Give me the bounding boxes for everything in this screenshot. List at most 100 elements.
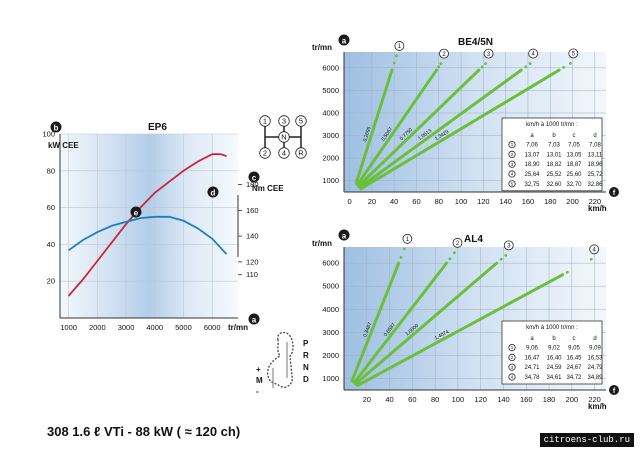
selector-manual-label: +	[256, 365, 261, 374]
be4-tick-labels: 0 20 40 60 80 100 120 140 160 180 200 2201000200030…	[322, 63, 601, 206]
be4-table-cell: 18,87	[566, 162, 582, 168]
be4-x-tick-label: 160	[522, 197, 535, 206]
be4-x-tick-label: 40	[390, 197, 398, 206]
ep6-plot-area	[60, 134, 238, 318]
al4-table-gear-badge: 4	[508, 373, 516, 381]
al4-table-header: km/h à 1000 tr/mn :	[526, 325, 578, 331]
al4-gear-badge: 1	[402, 233, 413, 244]
be4-table-col-header: b	[552, 133, 556, 139]
be4-table-cell: 13,01	[546, 152, 562, 158]
be4-table-col-header: a	[530, 133, 534, 139]
svg-text:e: e	[134, 209, 139, 218]
be4-gear-line-4	[358, 68, 523, 189]
ep6-right-tick-label: 110	[246, 270, 258, 279]
be4-table-gear-badge: 3	[508, 160, 516, 168]
be4-gear-badge: 2	[439, 48, 449, 59]
al4-y-axis-label: tr/mn	[312, 239, 332, 248]
al4-table-cell: 16,47	[524, 355, 540, 361]
be4-gear-line-1	[354, 68, 394, 185]
be4-title: BE4/5N	[458, 37, 493, 48]
al4-gear-dot	[565, 270, 569, 274]
be4-y-tick-label: 5000	[322, 86, 339, 95]
al4-title: AL4	[464, 234, 483, 245]
be4-gear-dot	[562, 65, 566, 69]
be4-table-cell: 7,08	[589, 143, 601, 149]
be4-gear-badge: 4	[528, 48, 539, 59]
svg-text:2: 2	[263, 149, 267, 158]
shift-position-3: 3	[278, 115, 290, 127]
ep6-chart: 1000 2000 3000 4000 5000 6000 20 40 60 80 100 110 12…	[42, 121, 284, 332]
be4-table-cell: 7,03	[548, 143, 560, 149]
be4-gear-line-3	[356, 68, 481, 188]
svg-text:1: 1	[263, 117, 267, 126]
al4-table-gear-badge: 3	[508, 363, 516, 371]
ep6-right-tick-label: 160	[246, 206, 259, 215]
be4-ratio-label: 0,2695	[362, 126, 372, 143]
al4-table-cell: 9,05	[568, 346, 580, 352]
al4-x-axis-label: km/h	[588, 402, 607, 411]
be4-x-tick-label: 220	[589, 197, 602, 206]
ep6-x-tick-label: 1000	[60, 323, 77, 332]
be4-y-tick-label: 3000	[322, 131, 339, 140]
svg-text:3: 3	[511, 162, 514, 167]
al4-table-cell: 24,59	[546, 365, 562, 371]
al4-gear-dot	[399, 256, 403, 259]
be4-table-cell: 32,70	[566, 182, 582, 188]
svg-text:2: 2	[511, 152, 514, 157]
be4-table-cell: 18,96	[587, 162, 603, 168]
svg-text:1: 1	[511, 345, 514, 350]
be4-x-tick-label: 100	[455, 197, 468, 206]
ep6-grid	[60, 133, 238, 318]
be4-gear-line-2	[355, 68, 439, 187]
be4-gear-badge: 1	[394, 41, 405, 51]
svg-text:1: 1	[406, 237, 410, 243]
selector-position-D: D	[303, 375, 309, 384]
svg-text:2: 2	[511, 355, 514, 360]
ep6-title: EP6	[148, 122, 167, 133]
be4-y-tick-label: 6000	[322, 63, 339, 72]
be4-x-tick-label: 140	[499, 197, 512, 206]
shift-position-4: 4	[278, 147, 290, 159]
ep6-right-axis-label: Nm CEE	[252, 184, 284, 193]
selector-gate-shape	[266, 331, 294, 388]
be4-gear-dot	[437, 65, 441, 69]
be4-table-cell: 18,82	[546, 162, 562, 168]
be4-table-cell: 13,07	[524, 152, 540, 158]
be4-table-cell: 7,05	[568, 143, 580, 149]
al4-ratio-label: 0,3467	[362, 322, 373, 339]
be4-x-tick-label: 80	[435, 197, 443, 206]
al4-chart: 20 40 60 80 100 120 140 160 180 200 220 1000 2000 300…	[312, 229, 619, 411]
al4-gear-dot	[504, 253, 508, 257]
ep6-x-tick-label: 2000	[89, 323, 106, 332]
al4-x-tick-label: 220	[588, 395, 601, 404]
selector-position-P: P	[303, 339, 309, 348]
be4-gear-line-5	[359, 68, 561, 191]
svg-text:4: 4	[532, 52, 536, 58]
svg-text:a: a	[342, 232, 347, 241]
svg-text:b: b	[54, 124, 59, 133]
svg-text:4: 4	[511, 375, 514, 380]
svg-text:1: 1	[511, 142, 514, 147]
svg-text:N: N	[281, 133, 286, 142]
al4-table-cell: 34,89	[587, 375, 603, 381]
be4-table-gear-badge: 4	[508, 170, 516, 178]
be4-x-tick-label: 120	[477, 197, 490, 206]
be4-x-tick-label: 200	[566, 197, 579, 206]
be4-x-end-marker: f	[609, 187, 619, 197]
ep6-torque-curve	[68, 215, 228, 255]
be4-table-cell: 32,75	[524, 182, 540, 188]
svg-text:a: a	[342, 37, 347, 46]
svg-text:5: 5	[511, 181, 514, 186]
be4-ratio-table: km/h à 1000 tr/mn : a b c d 1 7,06 7,03 7,05 7,08…	[501, 117, 603, 192]
al4-x-tick-label: 180	[543, 395, 556, 404]
be4-gear-dot	[484, 62, 487, 66]
be4-table-cell: 18,90	[524, 162, 540, 168]
al4-x-tick-label: 200	[566, 395, 579, 404]
al4-x-tick-label: 60	[408, 395, 416, 404]
svg-text:f: f	[613, 190, 616, 197]
svg-text:2: 2	[456, 241, 460, 247]
be4-chart: 0 20 40 60 80 100 120 140 160 180 200 2201000200030…	[312, 34, 619, 213]
al4-gear-line-1	[350, 261, 401, 383]
ep6-x-tick-label: 6000	[204, 323, 221, 332]
